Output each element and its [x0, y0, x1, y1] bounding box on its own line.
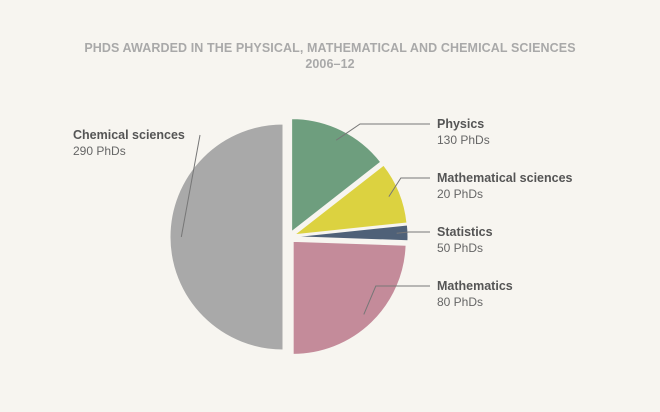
pie-slice-mathematics: [292, 240, 407, 355]
pie-slice-chemical-sciences: [169, 123, 284, 351]
slice-label-physics: Physics: [437, 117, 484, 131]
pie-slices: [169, 118, 409, 355]
chart-subtitle: 2006–12: [305, 57, 355, 71]
slice-value-statistics: 50 PhDs: [437, 241, 483, 255]
chart-title: PHDS AWARDED IN THE PHYSICAL, MATHEMATIC…: [0, 40, 660, 72]
leader-line-mathematical-sciences: [388, 177, 430, 197]
chart-title-line: PHDS AWARDED IN THE PHYSICAL, MATHEMATIC…: [84, 41, 576, 55]
slice-value-chemical-sciences: 290 PhDs: [73, 144, 126, 158]
pie-slice-physics: [291, 118, 382, 233]
slice-label-statistics: Statistics: [437, 225, 493, 239]
slice-value-mathematical-sciences: 20 PhDs: [437, 187, 483, 201]
slice-value-mathematics: 80 PhDs: [437, 295, 483, 309]
slice-label-mathematical-sciences: Mathematical sciences: [437, 171, 573, 185]
slice-value-physics: 130 PhDs: [437, 133, 490, 147]
pie-labels: Physics 130 PhDs Mathematical sciences 20 P…: [73, 117, 573, 315]
leader-line-physics: [335, 123, 430, 141]
leader-line-chemical-sciences: [180, 134, 201, 238]
pie-slice-mathematical-sciences: [292, 164, 408, 236]
slice-label-mathematics: Mathematics: [437, 279, 513, 293]
pie-slice-statistics: [294, 224, 409, 242]
leader-line-statistics: [396, 231, 430, 234]
leader-line-mathematics: [363, 285, 430, 315]
slice-label-chemical-sciences: Chemical sciences: [73, 128, 185, 142]
